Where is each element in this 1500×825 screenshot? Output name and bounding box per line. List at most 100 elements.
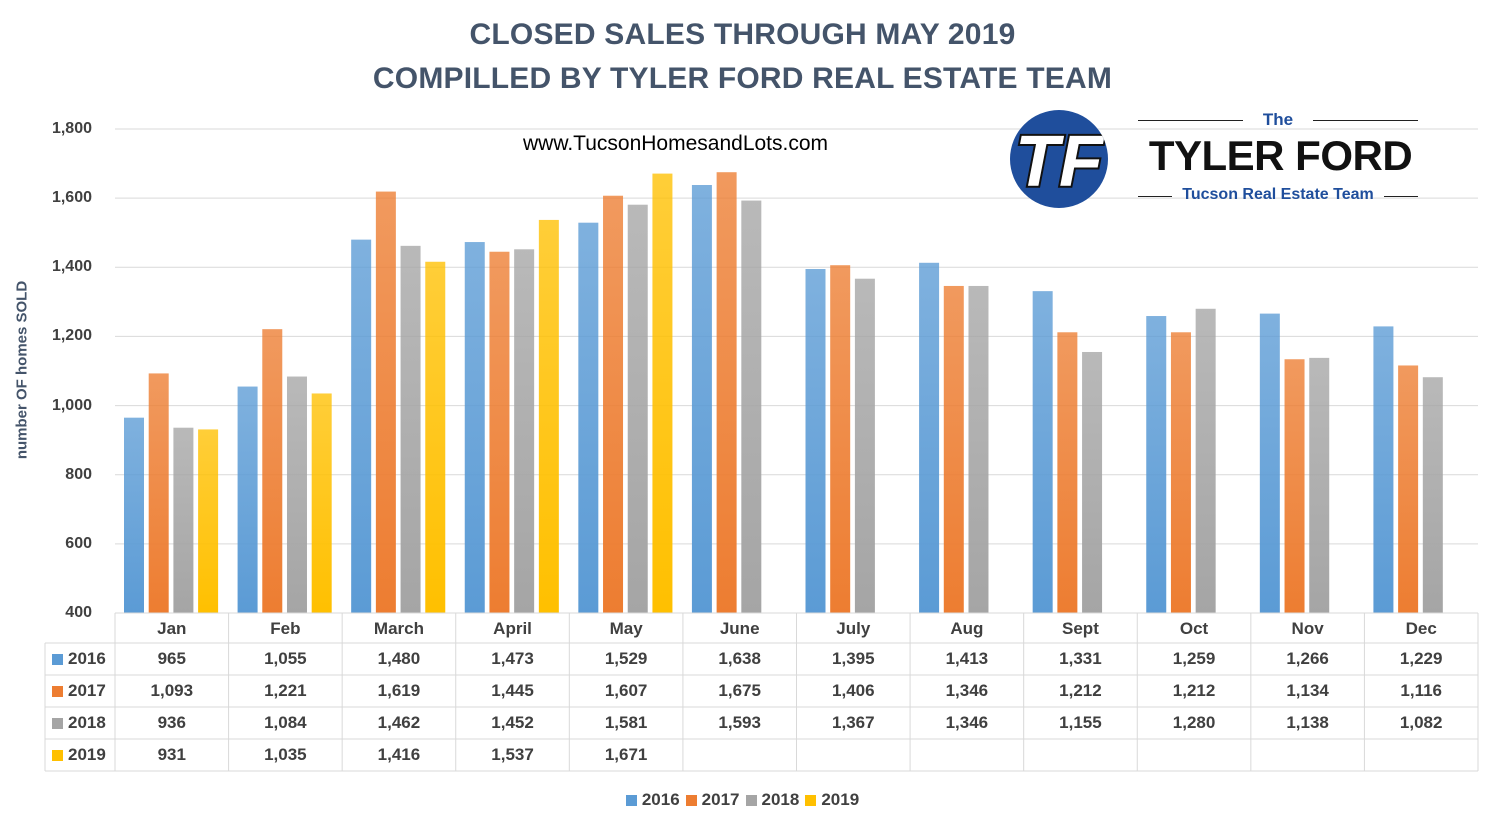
bar-2019-may [652, 173, 673, 613]
tyler-ford-logo: TF The TYLER FORD Tucson Real Estate Tea… [1010, 110, 1430, 210]
series-name: 2017 [68, 681, 106, 700]
x-tick-label: Aug [950, 619, 984, 638]
data-label: 1,581 [604, 713, 648, 732]
y-tick-label: 1,400 [51, 258, 92, 276]
website-url: www.TucsonHomesandLots.com [523, 132, 829, 155]
series-swatch [52, 718, 63, 729]
y-tick-label: 600 [65, 534, 92, 552]
data-label: 1,084 [264, 713, 307, 732]
x-tick-label: Feb [270, 619, 301, 638]
series-name: 2019 [68, 745, 106, 764]
bar-2018-dec [1422, 377, 1443, 613]
data-label: 1,134 [1286, 681, 1329, 700]
data-label: 1,537 [491, 745, 534, 764]
table-series-label: 2018 [52, 707, 106, 738]
bar-2018-july [854, 278, 875, 613]
bar-2017-aug [943, 285, 964, 613]
y-tick-label: 1,200 [51, 327, 92, 345]
data-label: 965 [157, 649, 186, 668]
data-label: 1,093 [150, 681, 194, 700]
bar-2016-may [578, 222, 599, 613]
y-tick-label: 1,600 [51, 189, 92, 207]
legend-swatch [805, 795, 817, 806]
bar-2016-aug [919, 262, 940, 613]
x-tick-label: April [493, 619, 532, 638]
bar-2017-april [489, 251, 510, 613]
bar-2016-dec [1373, 326, 1394, 613]
legend-swatch [745, 795, 757, 806]
data-label: 1,638 [718, 649, 761, 668]
legend-label: 2017 [701, 790, 740, 809]
bar-2018-april [514, 249, 535, 613]
bar-2017-feb [262, 329, 283, 613]
series-swatch [52, 750, 63, 761]
chart-title: CLOSED SALES THROUGH MAY 2019 [469, 18, 1016, 51]
legend-label: 2016 [641, 790, 680, 809]
table-series-label: 2019 [52, 739, 106, 770]
bar-2018-sept [1082, 351, 1103, 613]
data-label: 1,413 [945, 649, 989, 668]
bar-2019-jan [198, 429, 219, 613]
data-label: 1,212 [1172, 681, 1216, 700]
data-label: 1,116 [1400, 681, 1442, 700]
data-label: 1,212 [1059, 681, 1102, 700]
bar-2018-june [741, 200, 762, 613]
y-tick-label: 1,800 [51, 120, 92, 137]
tf-monogram-letters: TF [1015, 122, 1105, 202]
series-swatch [52, 686, 63, 697]
data-label: 1,462 [377, 713, 421, 732]
table-series-label: 2016 [52, 643, 106, 674]
bar-2016-feb [237, 386, 258, 613]
bar-2018-aug [968, 285, 989, 613]
bar-2017-nov [1284, 359, 1305, 613]
x-tick-label: Oct [1179, 619, 1209, 638]
x-tick-label: May [609, 619, 643, 638]
data-label: 1,406 [832, 681, 875, 700]
data-label: 1,346 [945, 713, 989, 732]
data-label: 1,480 [377, 649, 421, 668]
bar-2016-sept [1032, 291, 1053, 613]
data-label: 1,416 [377, 745, 421, 764]
bar-2016-march [351, 239, 372, 613]
data-label: 1,607 [604, 681, 648, 700]
bar-2018-jan [173, 427, 194, 613]
x-tick-label: Sept [1062, 619, 1099, 638]
bar-2018-oct [1195, 308, 1216, 613]
bar-2019-feb [311, 393, 332, 613]
data-label: 936 [157, 713, 186, 732]
data-label: 1,229 [1399, 649, 1443, 668]
bar-2016-oct [1146, 316, 1167, 613]
bar-2018-nov [1309, 357, 1330, 613]
bar-2016-april [464, 242, 485, 613]
logo-name-text: TYLER FORD [1148, 132, 1413, 179]
bar-2016-june [691, 185, 712, 613]
data-label: 1,395 [832, 649, 875, 668]
logo-tagline-text: Tucson Real Estate Team [1138, 186, 1418, 204]
bar-2019-april [538, 219, 559, 613]
series-swatch [52, 654, 63, 665]
legend-item: 2019 [805, 790, 859, 810]
data-label: 1,473 [491, 649, 534, 668]
data-label: 1,138 [1286, 713, 1329, 732]
data-label: 1,671 [604, 745, 648, 764]
data-label: 1,619 [377, 681, 421, 700]
bar-2018-feb [286, 376, 307, 613]
y-tick-label: 800 [65, 465, 92, 483]
data-label: 1,367 [832, 713, 875, 732]
legend-item: 2016 [625, 790, 680, 810]
series-name: 2016 [68, 649, 106, 668]
tf-monogram-icon: TF [1010, 110, 1108, 208]
bar-2016-july [805, 269, 826, 613]
bar-2018-may [627, 204, 648, 613]
series-name: 2018 [68, 713, 106, 732]
bar-2017-dec [1398, 365, 1419, 613]
x-tick-label: July [836, 619, 871, 638]
legend-swatch [625, 795, 637, 806]
bar-2017-may [603, 195, 624, 614]
data-label: 1,452 [491, 713, 534, 732]
x-tick-label: June [719, 619, 760, 638]
logo-the-text: The [1138, 110, 1418, 130]
chart-subtitle: COMPILLED BY TYLER FORD REAL ESTATE TEAM [372, 62, 1113, 95]
x-tick-label: March [373, 619, 424, 638]
